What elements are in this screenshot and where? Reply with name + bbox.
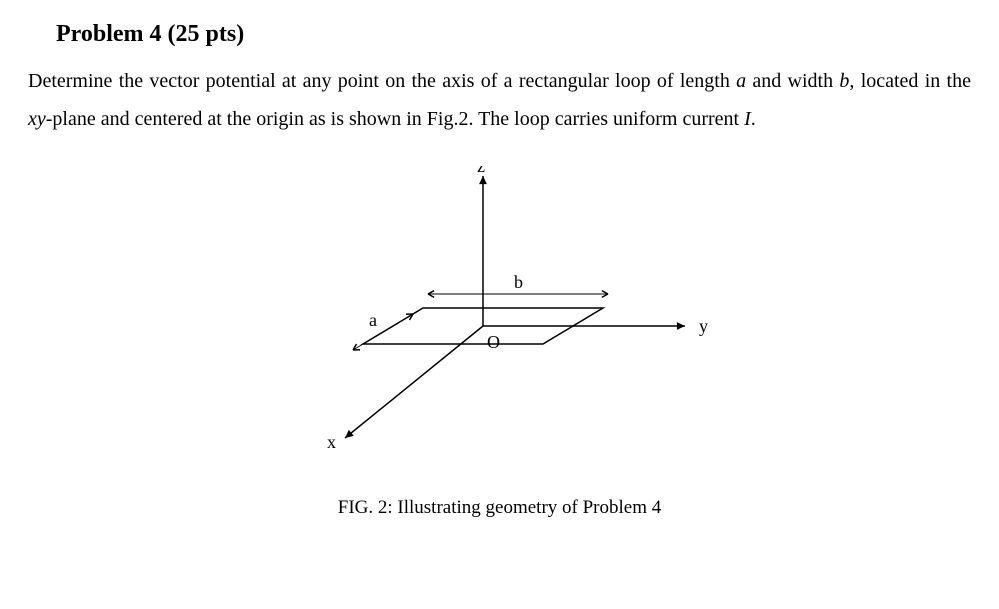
figure-container: z y x Oa b FIG. 2: Illustrating geometry of … [28,166,971,520]
text-segment: . [751,108,756,130]
svg-text:b: b [514,272,523,292]
text-segment: Determine the vector potential at any po… [28,70,736,92]
svg-text:y: y [699,316,708,336]
var-b: b [839,70,849,92]
var-I: I [744,108,751,130]
svg-text:O: O [487,332,500,352]
svg-text:z: z [477,166,485,176]
svg-text:a: a [369,310,377,330]
figure-caption: FIG. 2: Illustrating geometry of Problem… [28,497,971,520]
problem-text: Determine the vector potential at any po… [28,62,971,138]
text-segment: and width [746,70,839,92]
var-a: a [736,70,746,92]
text-segment: , located in the [849,70,971,92]
problem-title: Problem 4 (25 pts) [56,12,971,58]
figure-svg: z y x Oa b [285,166,715,466]
var-xy: xy [28,108,46,130]
text-segment: -plane and centered at the origin as is … [46,108,744,130]
svg-text:x: x [327,432,336,452]
